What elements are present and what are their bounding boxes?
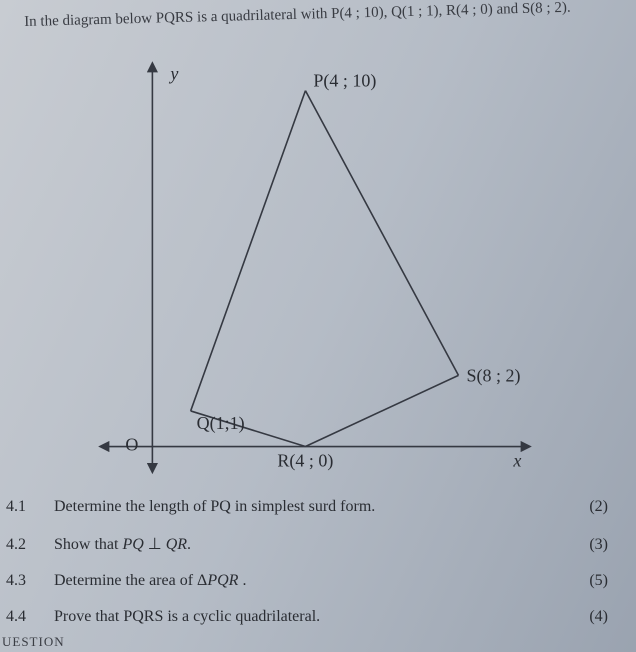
svg-text:x: x (512, 451, 521, 471)
question-number: 4.1 (0, 498, 54, 516)
question-marks: (5) (568, 572, 616, 590)
geometry-diagram: Oy x P(4 ; 10) Q(1;1) R(4 ; 0) S(8 ; 2) (95, 55, 535, 475)
question-row: 4.4Prove that PQRS is a cyclic quadrilat… (0, 608, 616, 626)
question-number: 4.2 (0, 536, 54, 554)
question-row: 4.2Show that PQ ⊥ QR.(3) (0, 534, 616, 554)
question-row: 4.3Determine the area of ΔPQR .(5) (0, 572, 616, 590)
question-text: Prove that PQRS is a cyclic quadrilatera… (54, 608, 568, 626)
question-text: Show that PQ ⊥ QR. (54, 534, 568, 554)
svg-text:S(8 ; 2): S(8 ; 2) (466, 365, 520, 386)
question-row: 4.1Determine the length of PQ in simples… (0, 498, 616, 516)
question-marks: (4) (568, 608, 616, 626)
diagram-svg: Oy x P(4 ; 10) Q(1;1) R(4 ; 0) S(8 ; 2) (95, 55, 535, 475)
svg-text:Q(1;1): Q(1;1) (197, 413, 245, 434)
question-marks: (3) (568, 536, 616, 554)
question-text: Determine the length of PQ in simplest s… (54, 498, 568, 516)
svg-text:y: y (168, 64, 178, 84)
question-number: 4.3 (0, 572, 54, 590)
question-marks: (2) (568, 498, 616, 516)
svg-text:O: O (125, 435, 138, 455)
svg-text:P(4 ; 10): P(4 ; 10) (313, 71, 376, 92)
question-list: 4.1Determine the length of PQ in simples… (0, 488, 616, 644)
intro-text: In the diagram below PQRS is a quadrilat… (24, 0, 624, 31)
footer-fragment: UESTION (2, 634, 65, 650)
question-text: Determine the area of ΔPQR . (54, 572, 568, 590)
page-root: In the diagram below PQRS is a quadrilat… (0, 0, 636, 652)
svg-text:R(4 ; 0): R(4 ; 0) (277, 451, 333, 472)
question-number: 4.4 (0, 608, 54, 626)
